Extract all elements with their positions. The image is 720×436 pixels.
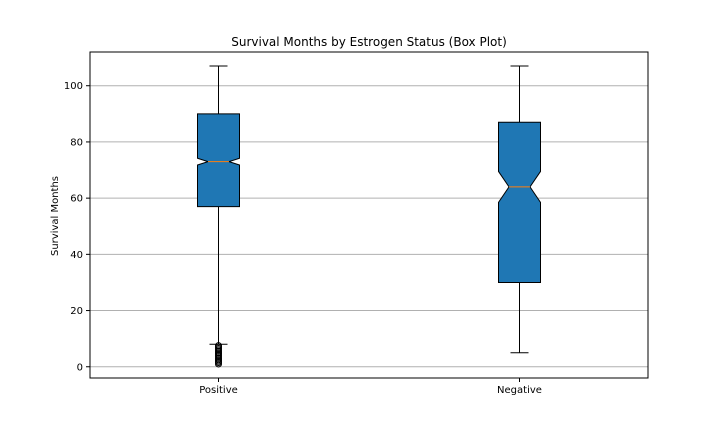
- y-tick-label: 0: [77, 362, 83, 373]
- x-tick-label: Positive: [199, 385, 238, 396]
- y-tick-label: 100: [64, 81, 83, 92]
- y-tick-label: 80: [70, 137, 83, 148]
- y-tick-label: 60: [70, 194, 83, 205]
- y-tick-label: 40: [70, 250, 83, 261]
- x-tick-label: Negative: [497, 385, 542, 396]
- y-axis-label: Survival Months: [50, 176, 61, 256]
- grid-lines: [90, 85, 648, 368]
- plot-frame: [89, 51, 649, 379]
- boxes: [197, 65, 541, 368]
- chart-title: Survival Months by Estrogen Status (Box …: [231, 35, 507, 49]
- y-tick-label: 20: [70, 306, 83, 317]
- outlier-point: [215, 342, 222, 350]
- axis-ticks: 0 20 40 60 80 100 Positive Negative: [64, 81, 542, 396]
- box-negative: [498, 121, 541, 283]
- box-positive: [197, 113, 240, 208]
